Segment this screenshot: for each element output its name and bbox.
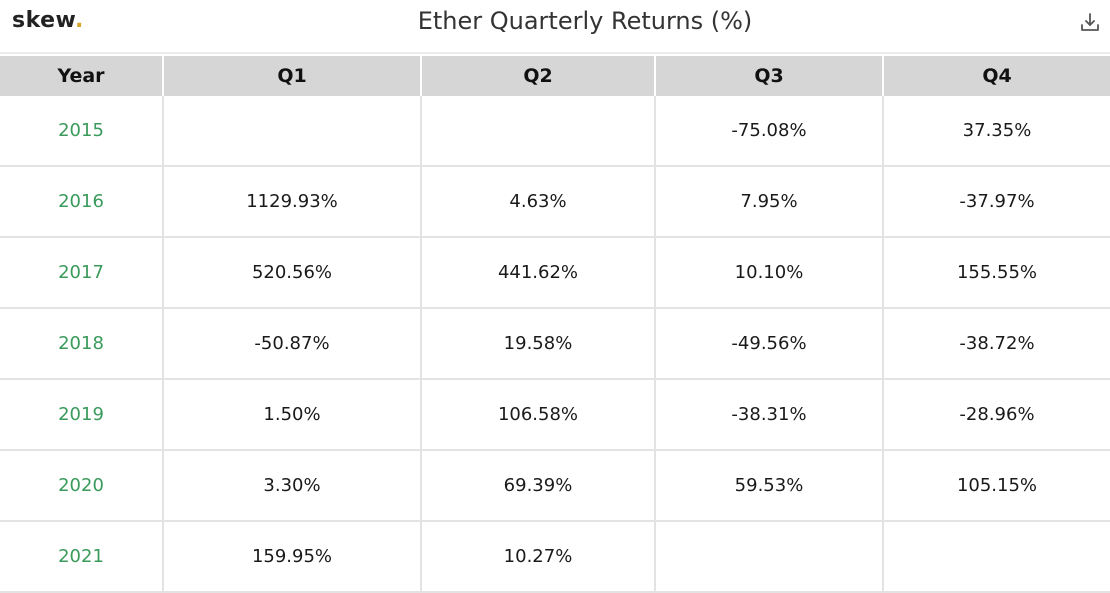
table-row: 2016 1129.93% 4.63% 7.95% -37.97% xyxy=(0,166,1110,238)
table-row: 2019 1.50% 106.58% -38.31% -28.96% xyxy=(0,379,1110,451)
return-cell-q2 xyxy=(420,96,655,167)
return-cell-q2: 441.62% xyxy=(420,237,655,309)
return-cell-q2: 4.63% xyxy=(420,166,655,238)
download-button[interactable] xyxy=(1078,10,1102,34)
page-title: Ether Quarterly Returns (%) xyxy=(417,7,753,35)
return-cell-q4 xyxy=(882,521,1110,593)
return-cell-q2: 10.27% xyxy=(420,521,655,593)
table-row: 2020 3.30% 69.39% 59.53% 105.15% xyxy=(0,450,1110,522)
year-cell: 2015 xyxy=(0,96,163,167)
column-header-q1[interactable]: Q1 xyxy=(162,56,421,96)
return-cell-q1: 3.30% xyxy=(162,450,421,522)
return-cell-q2: 69.39% xyxy=(420,450,655,522)
table-header-row: Year Q1 Q2 Q3 Q4 xyxy=(0,56,1110,96)
table-row: 2018 -50.87% 19.58% -49.56% -38.72% xyxy=(0,308,1110,380)
return-cell-q3: 10.10% xyxy=(654,237,883,309)
returns-table: Year Q1 Q2 Q3 Q4 2015 -75.08% 37.35% 2016 11… xyxy=(0,56,1110,593)
return-cell-q1: 520.56% xyxy=(162,237,421,309)
logo[interactable]: skew. xyxy=(12,8,84,33)
return-cell-q1: 159.95% xyxy=(162,521,421,593)
download-icon xyxy=(1081,13,1099,31)
return-cell-q4: 105.15% xyxy=(882,450,1110,522)
top-bar: skew. Ether Quarterly Returns (%) xyxy=(0,0,1110,54)
return-cell-q4: -37.97% xyxy=(882,166,1110,238)
table-row: 2015 -75.08% 37.35% xyxy=(0,96,1110,167)
column-header-q2[interactable]: Q2 xyxy=(420,56,655,96)
return-cell-q4: 37.35% xyxy=(882,96,1110,167)
column-header-q4[interactable]: Q4 xyxy=(882,56,1110,96)
year-cell: 2016 xyxy=(0,166,163,238)
return-cell-q1: 1129.93% xyxy=(162,166,421,238)
return-cell-q1: -50.87% xyxy=(162,308,421,380)
year-cell: 2018 xyxy=(0,308,163,380)
return-cell-q1: 1.50% xyxy=(162,379,421,451)
logo-dot: . xyxy=(74,8,84,33)
year-cell: 2019 xyxy=(0,379,163,451)
return-cell-q4: -38.72% xyxy=(882,308,1110,380)
return-cell-q2: 106.58% xyxy=(420,379,655,451)
return-cell-q3: -49.56% xyxy=(654,308,883,380)
column-header-q3[interactable]: Q3 xyxy=(654,56,883,96)
return-cell-q4: 155.55% xyxy=(882,237,1110,309)
return-cell-q3: 7.95% xyxy=(654,166,883,238)
return-cell-q3: -38.31% xyxy=(654,379,883,451)
table-row: 2021 159.95% 10.27% xyxy=(0,521,1110,593)
logo-text: skew xyxy=(12,8,75,33)
return-cell-q2: 19.58% xyxy=(420,308,655,380)
table-body: 2015 -75.08% 37.35% 2016 1129.93% 4.63% 7.95% -… xyxy=(0,96,1110,593)
column-header-year[interactable]: Year xyxy=(0,56,163,96)
return-cell-q4: -28.96% xyxy=(882,379,1110,451)
year-cell: 2017 xyxy=(0,237,163,309)
return-cell-q3 xyxy=(654,521,883,593)
year-cell: 2021 xyxy=(0,521,163,593)
year-cell: 2020 xyxy=(0,450,163,522)
return-cell-q3: 59.53% xyxy=(654,450,883,522)
return-cell-q1 xyxy=(162,96,421,167)
return-cell-q3: -75.08% xyxy=(654,96,883,167)
table-row: 2017 520.56% 441.62% 10.10% 155.55% xyxy=(0,237,1110,309)
